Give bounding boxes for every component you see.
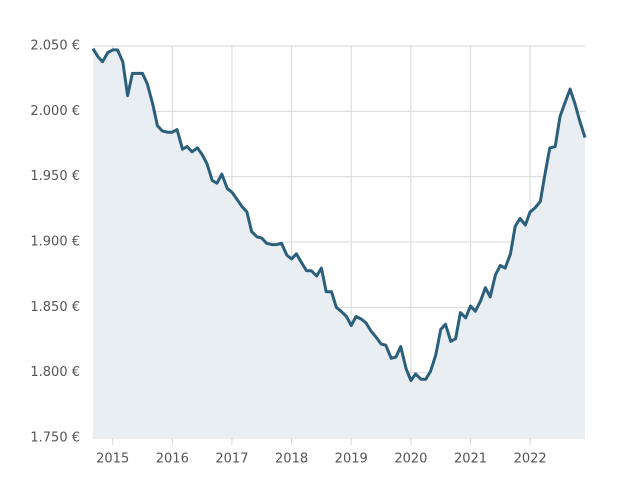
x-tick-label: 2021 [454,452,487,467]
y-tick-label: 1.850 € [30,300,80,315]
x-tick-label: 2022 [514,452,547,467]
y-tick-label: 1.800 € [30,365,80,380]
x-tick-label: 2019 [335,452,368,467]
x-tick-label: 2018 [275,452,308,467]
y-tick-label: 2.000 € [30,104,80,119]
x-tick-label: 2015 [96,452,129,467]
line [91,47,587,382]
x-tick-label: 2020 [394,452,427,467]
y-tick-label: 2.050 € [30,39,80,54]
area-fill [93,48,585,438]
x-tick-label: 2016 [156,452,189,467]
x-tick-label: 2017 [215,452,248,467]
y-tick-label: 1.900 € [30,235,80,250]
y-tick-label: 1.950 € [30,169,80,184]
y-tick-label: 1.750 € [30,431,80,446]
